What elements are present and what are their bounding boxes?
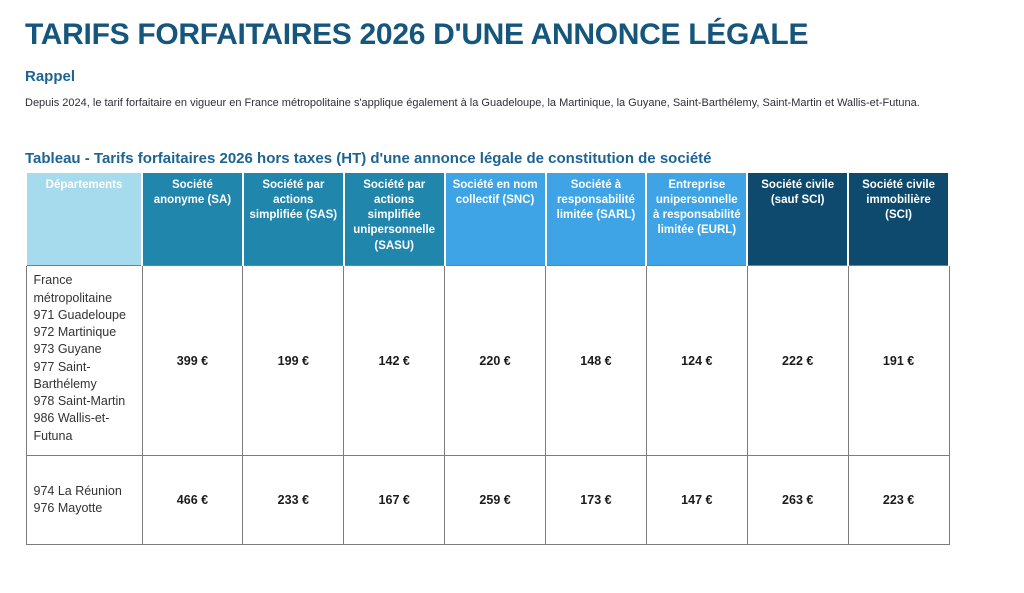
departement-line: France métropolitaine bbox=[33, 273, 113, 305]
table-title: Tableau - Tarifs forfaitaires 2026 hors … bbox=[25, 149, 712, 167]
column-header: Société par actions simplifiée (SAS) bbox=[241, 170, 345, 267]
departement-line: 976 Mayotte bbox=[33, 501, 103, 516]
table-row: France métropolitaine 971 Guadeloupe 972 M… bbox=[25, 265, 950, 457]
tariff-table-body: France métropolitaine 971 Guadeloupe 972 M… bbox=[25, 265, 950, 546]
column-header-departements: Départements bbox=[25, 170, 143, 267]
departement-line: 978 Saint-Martin bbox=[33, 394, 126, 409]
departement-line: 974 La Réunion bbox=[33, 484, 122, 499]
price-cell: 466 € bbox=[141, 455, 244, 546]
header-row: Départements Société anonyme (SA) Société … bbox=[25, 170, 950, 267]
column-header: Société anonyme (SA) bbox=[141, 170, 244, 267]
departement-line: 972 Martinique bbox=[33, 325, 117, 340]
price-cell: 173 € bbox=[545, 455, 647, 546]
departement-line: 973 Guyane bbox=[33, 342, 102, 357]
price-cell: 233 € bbox=[242, 455, 345, 546]
tariff-table-head: Départements Société anonyme (SA) Société … bbox=[25, 170, 950, 267]
page-title: TARIFS FORFAITAIRES 2026 D'UNE ANNONCE L… bbox=[25, 18, 809, 51]
price-cell: 263 € bbox=[746, 455, 849, 546]
rappel-heading: Rappel bbox=[25, 68, 76, 85]
column-header: Société en nom collectif (SNC) bbox=[443, 170, 547, 267]
column-header: Société à responsabilité limitée (SARL) bbox=[544, 170, 648, 267]
tariff-table: Départements Société anonyme (SA) Société … bbox=[25, 170, 950, 546]
price-cell: 220 € bbox=[444, 265, 546, 457]
price-cell: 167 € bbox=[343, 455, 446, 546]
price-cell: 191 € bbox=[847, 265, 950, 457]
price-cell: 124 € bbox=[645, 265, 748, 457]
departements-cell: 974 La Réunion 976 Mayotte bbox=[25, 455, 143, 546]
price-cell: 147 € bbox=[645, 455, 748, 546]
price-cell: 223 € bbox=[847, 455, 950, 546]
departements-cell: France métropolitaine 971 Guadeloupe 972 M… bbox=[25, 265, 143, 457]
table-row: 974 La Réunion 976 Mayotte 466 €233 €167 €… bbox=[25, 455, 950, 546]
column-header: Société civile (sauf SCI) bbox=[746, 170, 850, 267]
price-cell: 222 € bbox=[746, 265, 849, 457]
rappel-text: Depuis 2024, le tarif forfaitaire en vig… bbox=[25, 97, 920, 109]
column-header: Société par actions simplifiée uniperson… bbox=[342, 170, 446, 267]
price-cell: 259 € bbox=[444, 455, 546, 546]
departement-line: 986 Wallis-et-Futuna bbox=[33, 411, 110, 443]
price-cell: 199 € bbox=[242, 265, 345, 457]
column-header: Entreprise unipersonnelle à responsabili… bbox=[645, 170, 749, 267]
price-cell: 399 € bbox=[141, 265, 244, 457]
column-header: Société civile immobilière (SCI) bbox=[847, 170, 950, 267]
price-cell: 142 € bbox=[343, 265, 446, 457]
page: TARIFS FORFAITAIRES 2026 D'UNE ANNONCE L… bbox=[25, 18, 950, 546]
departement-line: 971 Guadeloupe bbox=[33, 307, 126, 322]
price-cell: 148 € bbox=[545, 265, 647, 457]
departement-line: 977 Saint-Barthélemy bbox=[33, 359, 97, 391]
